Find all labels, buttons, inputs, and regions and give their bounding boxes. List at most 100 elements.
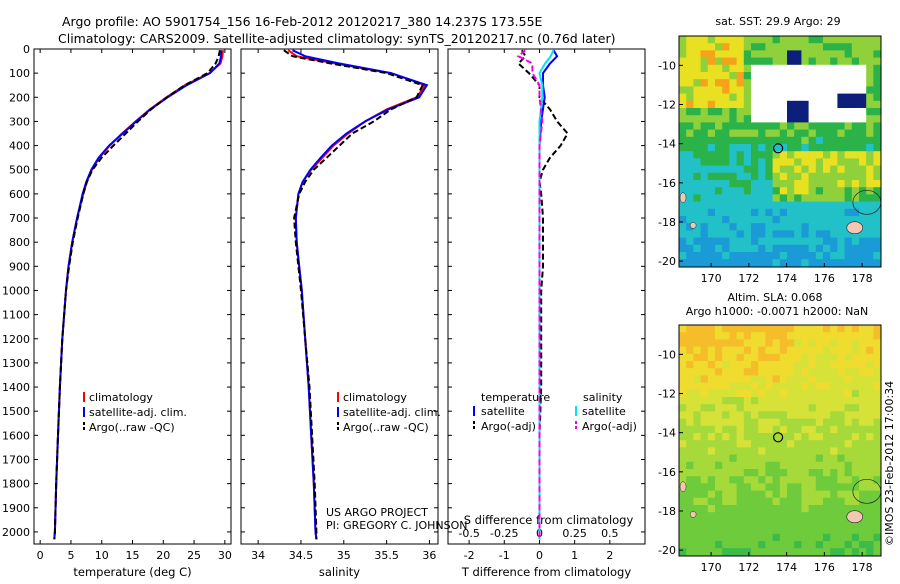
map-cell	[729, 368, 738, 376]
map-cell	[743, 223, 752, 231]
map-cell	[751, 397, 759, 405]
map-cell	[758, 180, 766, 188]
map-cell	[823, 361, 831, 369]
map-cell	[859, 259, 867, 267]
map-cell	[873, 353, 881, 362]
map-cell	[794, 418, 802, 427]
map-cell	[729, 208, 738, 217]
legend-label: satellite	[481, 405, 525, 418]
map-cell	[823, 86, 831, 95]
map-cell	[700, 129, 709, 138]
map-cell	[837, 180, 846, 188]
map-cell	[801, 79, 810, 87]
map-cell	[779, 86, 788, 95]
map-cell	[765, 418, 774, 427]
map-cell	[808, 411, 817, 420]
map-title: Argo h1000: -0.0071 h2000: NaN	[686, 305, 869, 318]
map-cell	[873, 325, 881, 333]
x-tick-label: 36	[422, 549, 436, 562]
map-cell	[715, 201, 723, 210]
map-cell	[808, 548, 817, 556]
map-cell	[707, 165, 716, 174]
map-cell	[743, 440, 752, 448]
map-cell	[772, 151, 781, 159]
series-group	[53, 50, 224, 540]
legend-label: Argo(-adj)	[481, 420, 536, 433]
map-cell	[808, 172, 817, 181]
map-cell	[873, 136, 881, 145]
map-cell	[866, 375, 874, 384]
map-cell	[700, 382, 709, 391]
map-cell	[693, 353, 702, 362]
map-cell	[751, 244, 759, 253]
map-cell	[801, 382, 810, 391]
map-cell	[686, 375, 694, 384]
map-cell	[801, 180, 810, 188]
map-cell	[736, 397, 745, 405]
map-cell	[715, 461, 723, 470]
map-cell	[844, 136, 853, 145]
map-cell	[679, 223, 687, 231]
map-cell	[844, 151, 853, 159]
map-cell	[779, 36, 788, 44]
map-cell	[844, 237, 853, 246]
map-cell	[823, 115, 831, 123]
map-cell	[722, 469, 730, 477]
map-cell	[801, 122, 810, 131]
map-cell	[866, 165, 874, 174]
map-cell	[751, 447, 759, 456]
map-cell	[772, 244, 781, 253]
map-cell	[700, 339, 709, 348]
map-cell	[815, 100, 824, 109]
map-cell	[700, 533, 709, 542]
map-cell	[686, 187, 694, 195]
x-tick-label: 178	[852, 272, 873, 285]
map-cell	[686, 497, 694, 506]
map-cell	[859, 244, 867, 253]
map-cell	[851, 418, 860, 427]
map-cell	[866, 230, 874, 239]
map-cell	[823, 411, 831, 420]
map-cell	[679, 332, 687, 340]
map-cell	[758, 476, 766, 484]
map-cell	[765, 259, 774, 267]
map-cell	[679, 418, 687, 427]
map-cell	[779, 548, 788, 556]
map-cell	[866, 129, 874, 138]
map-cell	[830, 194, 838, 203]
map-cell	[851, 64, 860, 73]
map-cell	[700, 172, 709, 181]
map-cell	[679, 208, 687, 217]
map-cell	[837, 79, 846, 87]
map-cell	[700, 490, 709, 499]
map-cell	[794, 411, 802, 420]
figure-title-line-2: Climatology: CARS2009. Satellite-adjuste…	[58, 31, 615, 46]
series-line-argo-raw-qc-	[283, 49, 425, 540]
map-cell	[844, 100, 853, 109]
map-cell	[830, 136, 838, 145]
map-cell	[765, 151, 774, 159]
map-cell	[851, 165, 860, 174]
map-cell	[707, 512, 716, 520]
map-cell	[751, 332, 759, 340]
map-cell	[794, 201, 802, 210]
map-cell	[859, 165, 867, 174]
map-cell	[700, 461, 709, 470]
map-cell	[823, 208, 831, 217]
map-cell	[700, 497, 709, 506]
map-cell	[880, 244, 881, 253]
map-cell	[830, 533, 838, 542]
map-cell	[693, 259, 702, 267]
map-cell	[707, 389, 716, 398]
map-cell	[693, 541, 702, 549]
map-cell	[758, 115, 766, 123]
map-cell	[808, 375, 817, 384]
map-cell	[765, 108, 774, 116]
map-cell	[859, 404, 867, 412]
map-cell	[808, 93, 817, 102]
map-cell	[707, 100, 716, 109]
map-cell	[736, 389, 745, 398]
map-panel-sla_map: 170 172 174 176 178-10-12-14-16-18-20Altim. …	[658, 291, 882, 574]
map-cell	[722, 151, 730, 159]
map-cell	[743, 122, 752, 131]
